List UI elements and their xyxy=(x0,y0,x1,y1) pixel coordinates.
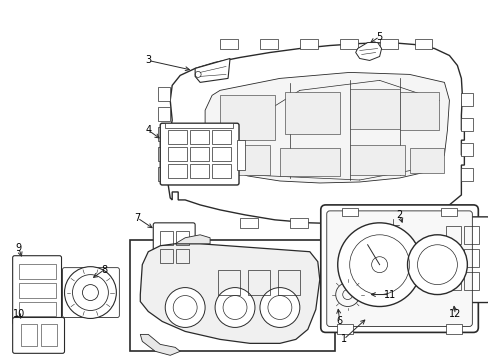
Bar xyxy=(41,324,57,346)
FancyBboxPatch shape xyxy=(320,205,477,332)
Bar xyxy=(240,218,258,228)
Bar xyxy=(446,324,462,334)
Text: 10: 10 xyxy=(13,310,25,319)
Circle shape xyxy=(337,223,421,306)
Bar xyxy=(237,140,244,170)
Bar xyxy=(461,93,472,106)
Polygon shape xyxy=(195,58,229,82)
Bar xyxy=(349,89,399,129)
Bar xyxy=(19,283,56,298)
Bar xyxy=(190,130,209,144)
Bar xyxy=(168,130,187,144)
FancyBboxPatch shape xyxy=(13,256,61,324)
Bar xyxy=(461,143,472,156)
Bar xyxy=(19,264,56,279)
Bar xyxy=(344,218,362,228)
Polygon shape xyxy=(204,72,448,183)
FancyBboxPatch shape xyxy=(326,211,471,327)
Bar xyxy=(19,302,56,316)
Polygon shape xyxy=(175,235,210,244)
Bar xyxy=(441,208,456,216)
Bar xyxy=(130,240,334,351)
Text: 3: 3 xyxy=(145,55,151,66)
Text: 5: 5 xyxy=(376,32,382,41)
Bar xyxy=(168,147,187,161)
Bar xyxy=(399,92,439,130)
Bar xyxy=(446,249,461,267)
Bar xyxy=(379,39,397,49)
Bar xyxy=(341,208,357,216)
Bar xyxy=(158,107,170,121)
Bar xyxy=(446,226,461,244)
Bar xyxy=(190,147,209,161)
Circle shape xyxy=(64,267,116,319)
Bar xyxy=(247,270,269,294)
Circle shape xyxy=(407,235,467,294)
Bar xyxy=(464,249,478,267)
Text: 8: 8 xyxy=(101,265,107,275)
Polygon shape xyxy=(355,42,381,60)
Text: 12: 12 xyxy=(448,310,461,319)
Text: 11: 11 xyxy=(383,289,395,300)
Bar xyxy=(158,147,170,161)
FancyBboxPatch shape xyxy=(436,217,488,302)
Circle shape xyxy=(260,288,299,328)
Bar xyxy=(464,272,478,289)
FancyBboxPatch shape xyxy=(160,123,239,185)
FancyBboxPatch shape xyxy=(153,223,195,275)
Circle shape xyxy=(165,288,204,328)
Bar xyxy=(408,148,444,173)
Circle shape xyxy=(385,218,399,232)
Polygon shape xyxy=(140,244,319,343)
Bar xyxy=(168,164,187,178)
Bar xyxy=(160,249,173,263)
Bar xyxy=(289,218,307,228)
Bar xyxy=(349,145,404,175)
Bar xyxy=(190,164,209,178)
Bar xyxy=(212,147,230,161)
Bar xyxy=(299,39,317,49)
Bar xyxy=(464,226,478,244)
Bar xyxy=(212,130,230,144)
Bar xyxy=(279,148,339,176)
Bar xyxy=(20,324,37,346)
Bar xyxy=(220,95,274,140)
Bar xyxy=(436,238,441,283)
Bar xyxy=(285,92,339,134)
Bar xyxy=(336,324,352,334)
Text: 1: 1 xyxy=(340,334,346,345)
Text: 7: 7 xyxy=(134,213,140,223)
Bar xyxy=(461,168,472,181)
Circle shape xyxy=(329,276,365,312)
Bar xyxy=(220,39,238,49)
Bar xyxy=(339,39,357,49)
Bar xyxy=(260,39,277,49)
Circle shape xyxy=(215,288,254,328)
Bar xyxy=(220,145,269,175)
Bar xyxy=(212,164,230,178)
Bar xyxy=(176,249,189,263)
FancyBboxPatch shape xyxy=(13,318,64,353)
Bar xyxy=(176,231,189,245)
Bar xyxy=(399,218,417,228)
Bar xyxy=(461,118,472,131)
Polygon shape xyxy=(165,42,464,224)
Bar xyxy=(218,270,240,294)
Bar xyxy=(158,167,170,181)
Bar xyxy=(277,270,299,294)
Bar xyxy=(158,87,170,101)
Text: 6: 6 xyxy=(336,316,342,327)
Bar xyxy=(160,231,173,245)
Text: 9: 9 xyxy=(16,243,21,253)
Bar xyxy=(446,272,461,289)
Bar xyxy=(414,39,431,49)
Text: 2: 2 xyxy=(396,210,402,220)
Text: 4: 4 xyxy=(145,125,151,135)
Bar xyxy=(165,123,233,128)
Bar xyxy=(158,127,170,141)
Polygon shape xyxy=(140,334,180,355)
